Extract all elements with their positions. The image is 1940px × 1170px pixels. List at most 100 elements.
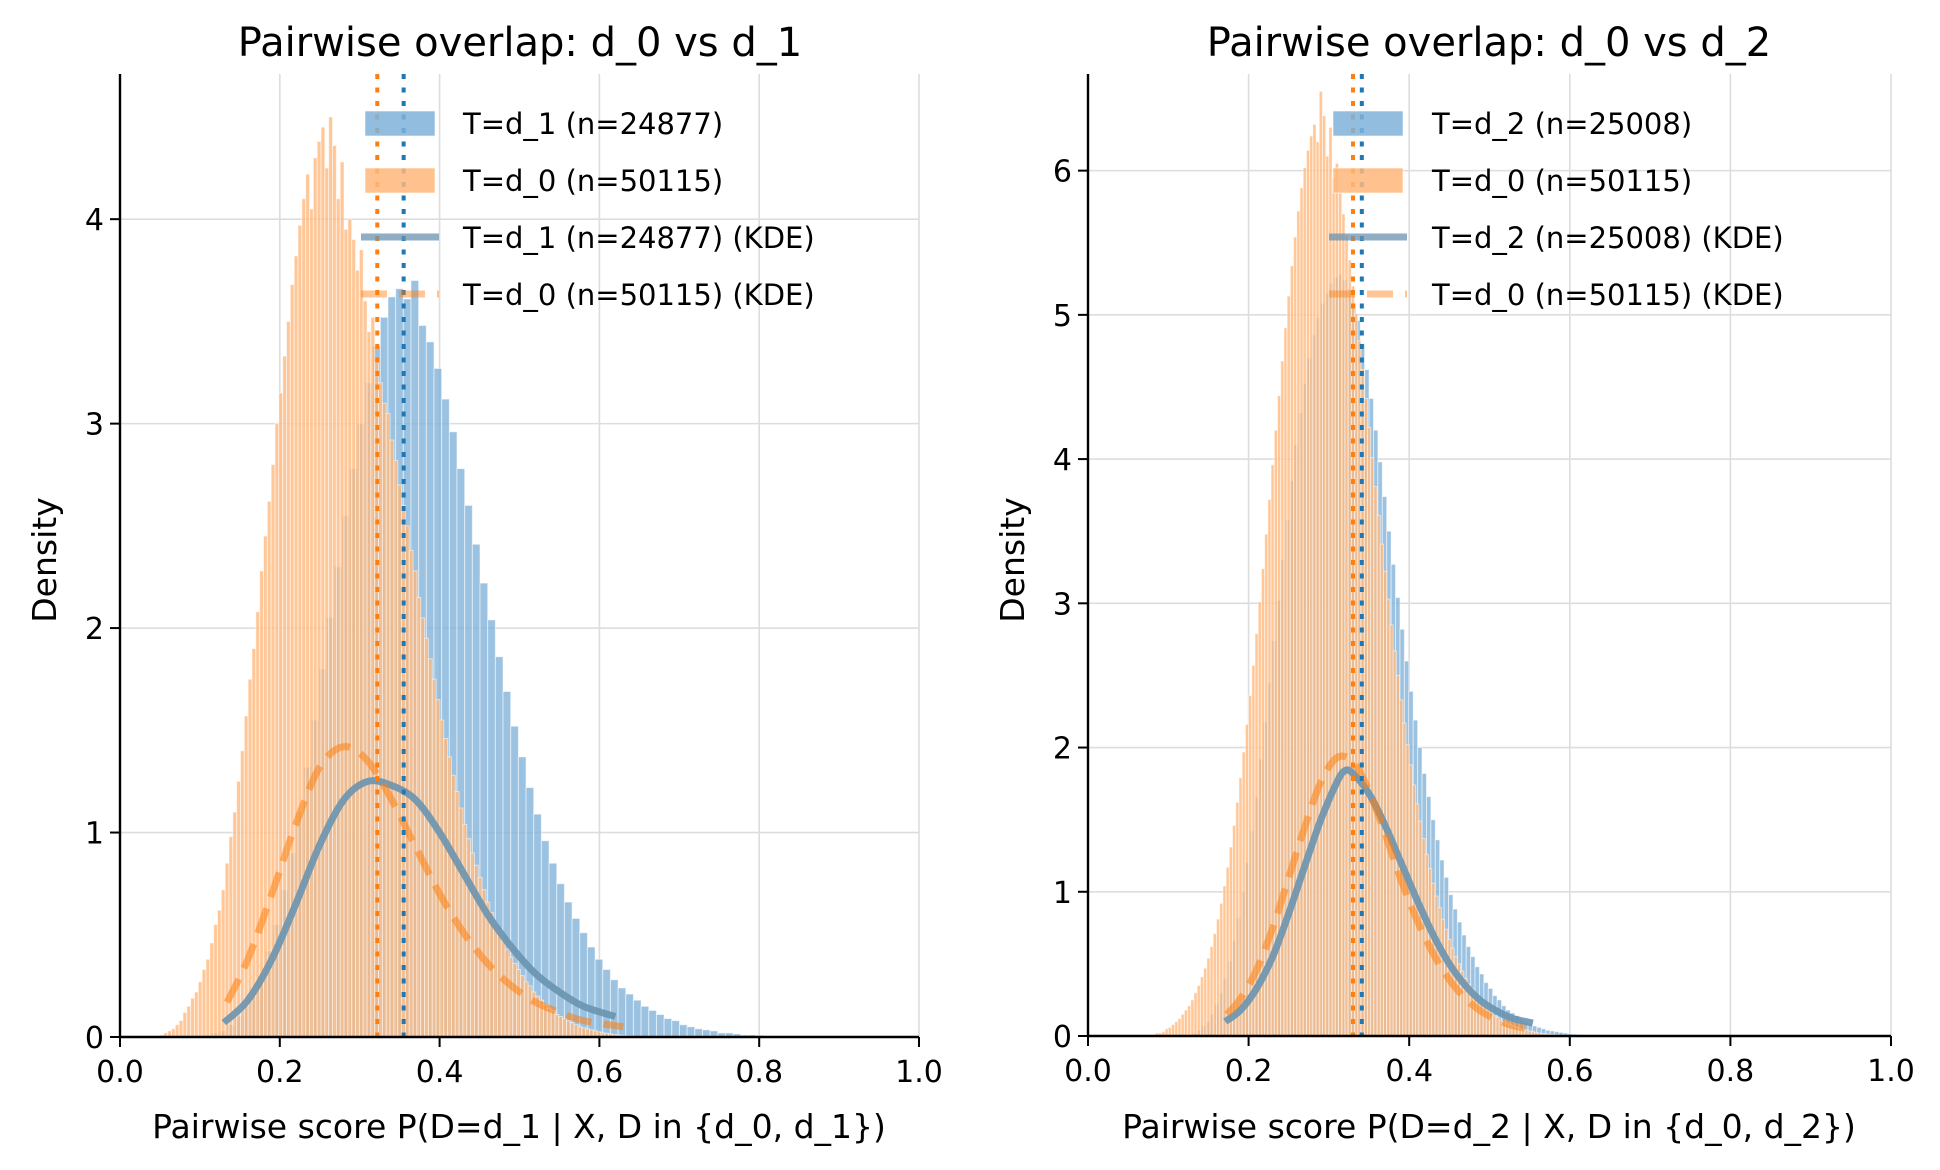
x-tick-label: 0.6 — [1546, 1054, 1594, 1089]
y-tick-label: 3 — [85, 408, 104, 443]
histogram-bar — [232, 811, 238, 1038]
histogram-bar — [293, 255, 299, 1038]
histogram-bar — [558, 1016, 564, 1038]
y-tick-label: 1 — [85, 817, 104, 852]
histogram-bar — [504, 948, 510, 1038]
histogram-bar — [186, 1005, 192, 1038]
histogram-bar — [450, 774, 456, 1038]
legend-label: T=d_0 (n=50115) — [1431, 164, 1692, 198]
legend-label: T=d_1 (n=24877) — [462, 107, 723, 141]
histogram-bar — [694, 1028, 703, 1038]
histogram-bar — [556, 883, 565, 1038]
histogram-bar — [443, 737, 449, 1038]
histogram-bar — [435, 699, 441, 1038]
histogram-bar — [550, 1009, 556, 1038]
histogram-bar — [431, 678, 437, 1038]
kde-line-blue — [1223, 766, 1534, 1027]
histogram-bar — [197, 981, 203, 1038]
y-tick-label: 4 — [1053, 443, 1072, 478]
histogram-bar — [224, 862, 230, 1038]
histogram-bar — [255, 611, 261, 1038]
tick-labels: 0.0 0.2 0.4 0.6 0.8 1.0 0 1 2 3 4 5 6 — [1053, 155, 1915, 1089]
histogram-bar — [201, 969, 207, 1038]
legend-patch-blue — [364, 110, 436, 137]
y-tick-label: 2 — [85, 612, 104, 647]
histogram-bar — [573, 1024, 579, 1038]
histogram-bar — [209, 942, 215, 1038]
histogram-bar — [216, 909, 222, 1038]
chart-title: Pairwise overlap: d_0 vs d_2 — [1207, 20, 1771, 66]
axes — [118, 74, 919, 1039]
histogram-bar — [500, 940, 506, 1038]
histogram-bar — [508, 956, 514, 1038]
histogram-bar — [565, 1020, 571, 1038]
y-tick-label: 3 — [1053, 587, 1072, 622]
histogram-bar — [493, 922, 498, 1038]
y-tick-label: 2 — [1053, 732, 1072, 767]
kde-line-orange — [223, 743, 624, 1031]
kde-line-orange — [1224, 752, 1526, 1032]
x-tick-label: 0.4 — [416, 1055, 464, 1090]
histogram-bar — [393, 459, 399, 1038]
y-tick-label: 0 — [1053, 1020, 1072, 1055]
histogram-bar — [236, 780, 241, 1038]
axes — [1086, 74, 1891, 1038]
histogram-bar — [569, 1022, 575, 1038]
histogram-bar — [625, 993, 634, 1038]
kde-curves — [221, 743, 624, 1031]
x-tick-label: 0.8 — [735, 1055, 783, 1090]
legend-label: T=d_0 (n=50115) (KDE) — [1431, 278, 1784, 312]
legend-label: T=d_1 (n=24877) (KDE) — [462, 221, 815, 255]
histogram-bar — [316, 140, 322, 1038]
histogram-bar — [655, 1014, 665, 1038]
histogram-bar — [309, 208, 314, 1038]
histogram-bar — [228, 836, 234, 1038]
gridlines — [1088, 74, 1892, 1036]
histogram-bar — [585, 1028, 590, 1038]
histogram-bar — [305, 173, 311, 1038]
x-tick-label: 0.4 — [1385, 1054, 1433, 1089]
histogram-bar — [358, 249, 364, 1038]
x-axis-label: Pairwise score P(D=d_2 | X, D in {d_0, d… — [1122, 1107, 1856, 1146]
histogram-bar — [381, 402, 387, 1038]
x-axis-label: Pairwise score P(D=d_1 | X, D in {d_0, d… — [152, 1107, 886, 1146]
histogram-bar — [355, 269, 360, 1038]
histogram-bar — [301, 198, 307, 1038]
histogram-bar — [389, 439, 395, 1038]
histogram-bar — [332, 145, 337, 1038]
histogram-bar — [489, 911, 495, 1038]
histogram-bar — [312, 157, 318, 1038]
x-tick-label: 0.0 — [1064, 1054, 1112, 1089]
histogram-bar — [404, 525, 410, 1038]
x-tick-label: 1.0 — [1867, 1054, 1915, 1089]
left-panel: Pairwise overlap: d_0 vs d_1 0.0 0.2 0.4 0.… — [25, 20, 943, 1146]
legend: T=d_1 (n=24877) T=d_0 (n=50115) T=d_1 (n=2… — [361, 107, 815, 312]
histogram-bar — [594, 958, 604, 1038]
histogram-bar — [178, 1020, 184, 1038]
histogram-bar — [416, 596, 422, 1038]
histogram-bar — [678, 1024, 688, 1038]
legend-patch-blue — [1332, 110, 1404, 137]
histogram-bar — [205, 958, 211, 1038]
histogram-bar — [671, 1020, 680, 1038]
histogram-bar — [351, 239, 357, 1038]
histogram-bar — [347, 218, 353, 1038]
histogram-bar — [297, 224, 303, 1038]
histogram-bar — [339, 161, 345, 1038]
histogram-bar — [577, 1026, 583, 1038]
histogram-bar — [251, 648, 257, 1038]
histogram-bar — [447, 756, 452, 1038]
histogram-bar — [190, 997, 195, 1038]
histogram-bar — [523, 981, 529, 1038]
histogram-bar — [239, 750, 245, 1038]
histogram-bar — [562, 1018, 567, 1038]
right-panel: Pairwise overlap: d_0 vs d_2 0.0 0.2 0.4 0.… — [993, 20, 1915, 1146]
kde-line-blue — [221, 777, 617, 1026]
legend-patch-orange — [1332, 167, 1404, 194]
histogram-bar — [259, 570, 265, 1038]
legend-label: T=d_2 (n=25008) — [1431, 107, 1692, 141]
legend-label: T=d_0 (n=50115) (KDE) — [462, 278, 815, 312]
histogram-bar — [220, 889, 226, 1038]
y-tick-label: 4 — [85, 203, 104, 238]
